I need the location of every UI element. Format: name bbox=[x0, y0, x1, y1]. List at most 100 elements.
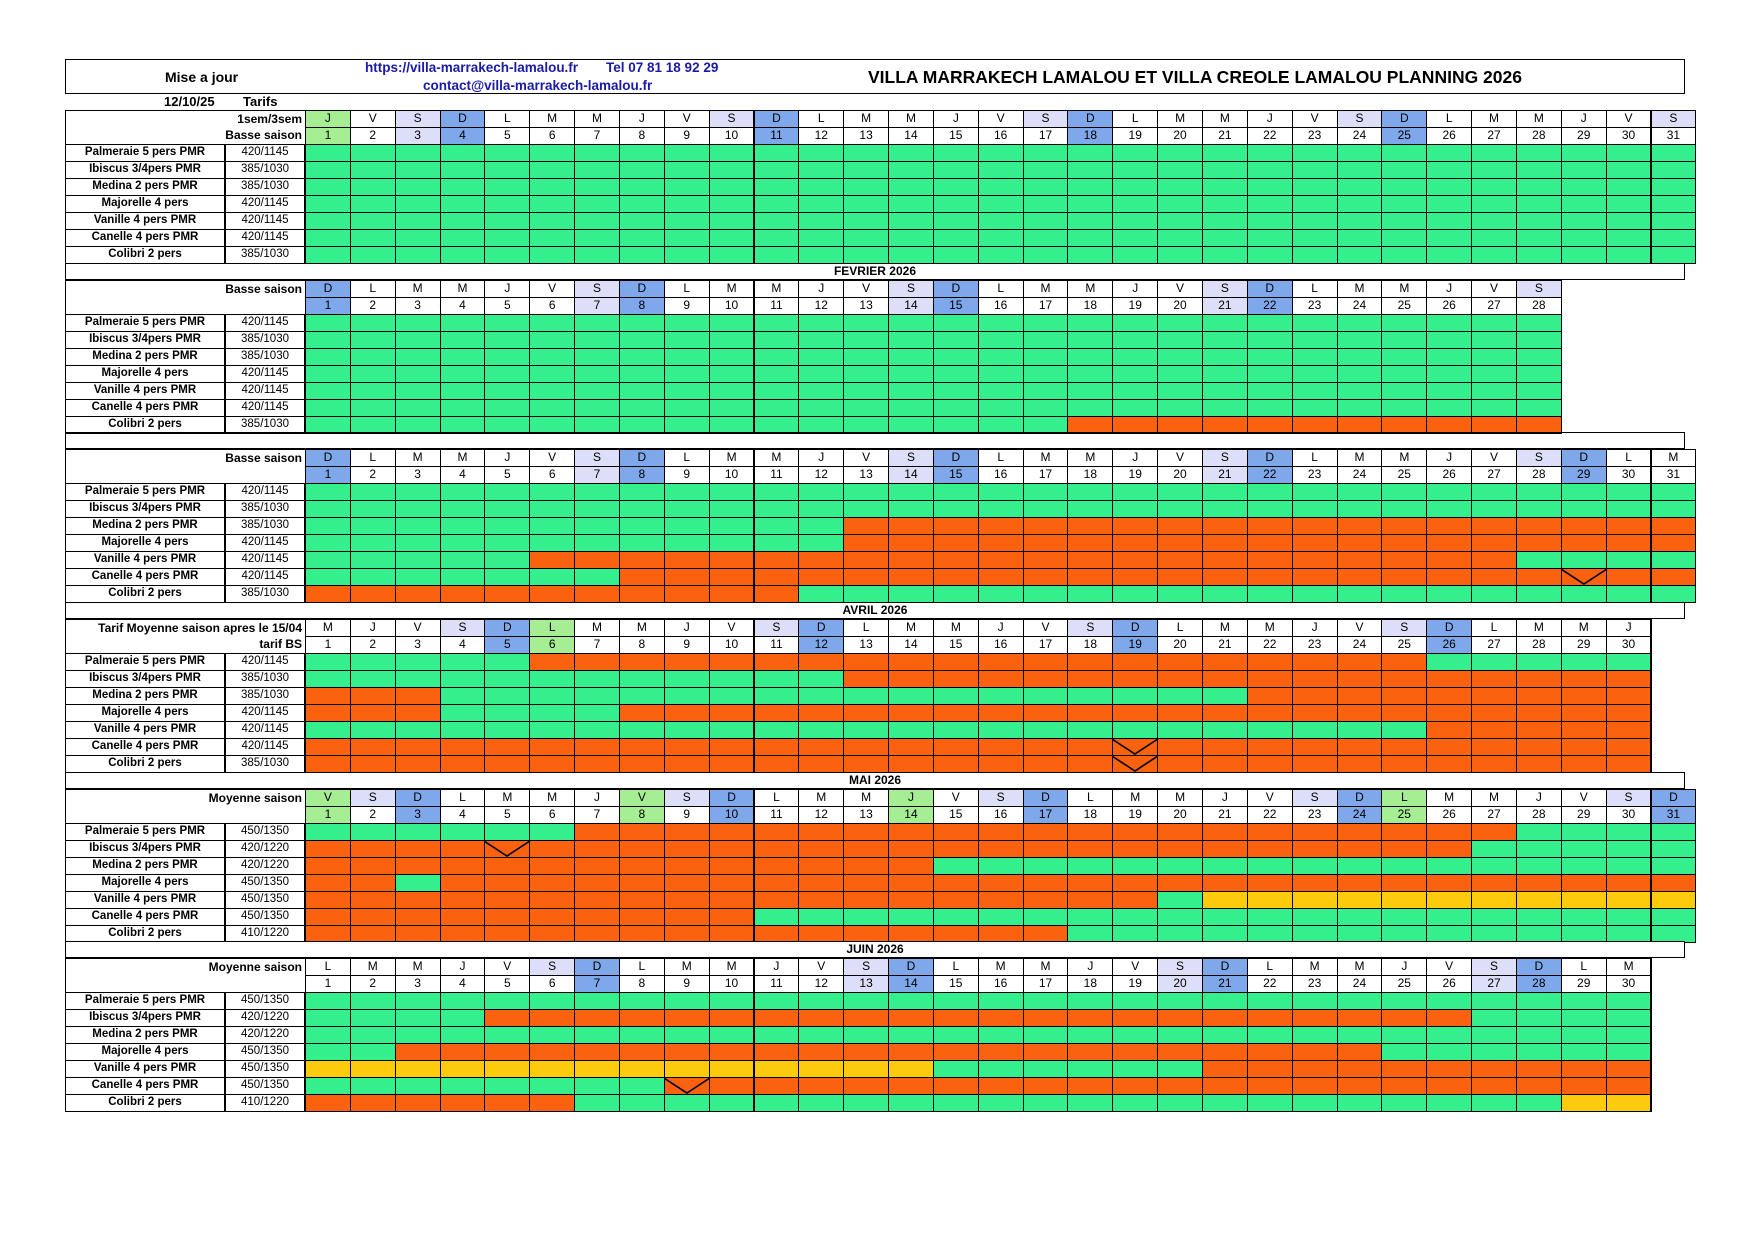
day-cell-free[interactable] bbox=[439, 1009, 486, 1027]
day-cell-booked[interactable] bbox=[529, 874, 576, 892]
day-cell-booked[interactable] bbox=[1202, 416, 1248, 434]
day-cell-free[interactable] bbox=[1515, 1043, 1562, 1061]
day-cell-free[interactable] bbox=[663, 399, 710, 417]
day-cell-free[interactable] bbox=[1112, 687, 1159, 705]
day-cell-free[interactable] bbox=[349, 670, 396, 688]
day-cell-booked[interactable] bbox=[394, 1043, 441, 1061]
day-cell-free[interactable] bbox=[843, 144, 890, 162]
day-cell-free[interactable] bbox=[1067, 348, 1114, 366]
day-cell-free[interactable] bbox=[394, 331, 441, 349]
day-cell-free[interactable] bbox=[1426, 229, 1473, 247]
day-cell-free[interactable] bbox=[888, 365, 934, 383]
day-cell-booked[interactable] bbox=[1426, 517, 1473, 535]
day-cell-free[interactable] bbox=[574, 144, 620, 162]
day-cell-free[interactable] bbox=[1650, 823, 1697, 841]
day-cell-free[interactable] bbox=[1246, 1026, 1293, 1044]
day-cell-free[interactable] bbox=[1336, 500, 1383, 518]
day-cell-booked[interactable] bbox=[753, 1009, 800, 1027]
day-cell-free[interactable] bbox=[977, 721, 1024, 739]
day-cell-free[interactable] bbox=[349, 517, 396, 535]
day-cell-free[interactable] bbox=[888, 144, 934, 162]
day-cell-free[interactable] bbox=[574, 399, 620, 417]
day-cell-booked[interactable] bbox=[1336, 517, 1383, 535]
day-cell-booked[interactable] bbox=[1650, 517, 1697, 535]
day-cell-free[interactable] bbox=[1426, 585, 1473, 603]
day-cell-booked[interactable] bbox=[663, 738, 710, 756]
day-cell-free[interactable] bbox=[932, 229, 979, 247]
day-cell-booked[interactable] bbox=[798, 551, 845, 569]
day-cell-free[interactable] bbox=[394, 517, 441, 535]
day-cell-free[interactable] bbox=[1022, 348, 1069, 366]
day-cell-free[interactable] bbox=[932, 331, 979, 349]
day-cell-free[interactable] bbox=[574, 1094, 620, 1112]
day-cell-free[interactable] bbox=[888, 314, 934, 332]
day-cell-booked[interactable] bbox=[439, 585, 486, 603]
day-cell-booked[interactable] bbox=[753, 653, 800, 671]
day-cell-free[interactable] bbox=[843, 195, 890, 213]
day-cell-free[interactable] bbox=[1650, 908, 1697, 926]
day-cell-free[interactable] bbox=[1426, 212, 1473, 230]
day-cell-free[interactable] bbox=[394, 246, 441, 264]
day-cell-free[interactable] bbox=[1246, 195, 1293, 213]
day-cell-booked[interactable] bbox=[1291, 568, 1338, 586]
day-cell-free[interactable] bbox=[618, 534, 665, 552]
day-cell-free[interactable] bbox=[394, 874, 441, 892]
day-cell-booked[interactable] bbox=[484, 1094, 531, 1112]
day-cell-free[interactable] bbox=[753, 1094, 800, 1112]
day-cell-booked[interactable] bbox=[1067, 534, 1114, 552]
day-cell-option[interactable] bbox=[1246, 891, 1293, 909]
day-cell-booked[interactable] bbox=[1381, 416, 1428, 434]
day-cell-free[interactable] bbox=[439, 992, 486, 1010]
day-cell-free[interactable] bbox=[977, 331, 1024, 349]
day-cell-free[interactable] bbox=[1471, 314, 1517, 332]
day-cell-free[interactable] bbox=[484, 483, 531, 501]
day-cell-free[interactable] bbox=[1067, 365, 1114, 383]
day-cell-free[interactable] bbox=[1650, 500, 1697, 518]
day-cell-free[interactable] bbox=[888, 195, 934, 213]
day-cell-free[interactable] bbox=[1605, 653, 1652, 671]
day-cell-booked[interactable] bbox=[1336, 1077, 1383, 1095]
day-cell-free[interactable] bbox=[439, 670, 486, 688]
day-cell-free[interactable] bbox=[529, 212, 576, 230]
day-cell-free[interactable] bbox=[977, 399, 1024, 417]
day-cell-booked[interactable] bbox=[977, 874, 1024, 892]
day-cell-free[interactable] bbox=[1515, 195, 1562, 213]
day-cell-free[interactable] bbox=[1246, 585, 1293, 603]
day-cell-booked[interactable] bbox=[888, 891, 934, 909]
day-cell-free[interactable] bbox=[843, 721, 890, 739]
day-cell-free[interactable] bbox=[529, 721, 576, 739]
day-cell-booked[interactable] bbox=[798, 891, 845, 909]
day-cell-booked[interactable] bbox=[977, 670, 1024, 688]
day-cell-option[interactable] bbox=[753, 1060, 800, 1078]
day-cell-booked[interactable] bbox=[1515, 416, 1562, 434]
day-cell-free[interactable] bbox=[798, 399, 845, 417]
day-cell-booked[interactable] bbox=[663, 568, 710, 586]
day-cell-free[interactable] bbox=[439, 687, 486, 705]
day-cell-booked[interactable] bbox=[529, 891, 576, 909]
day-cell-booked[interactable] bbox=[1246, 1077, 1293, 1095]
day-cell-booked[interactable] bbox=[1515, 687, 1562, 705]
day-cell-free[interactable] bbox=[484, 331, 531, 349]
day-cell-free[interactable] bbox=[798, 144, 845, 162]
day-cell-free[interactable] bbox=[1560, 857, 1607, 875]
day-cell-booked[interactable] bbox=[1246, 551, 1293, 569]
day-cell-free[interactable] bbox=[1471, 382, 1517, 400]
day-cell-free[interactable] bbox=[708, 331, 755, 349]
day-cell-free[interactable] bbox=[1336, 195, 1383, 213]
day-cell-free[interactable] bbox=[1515, 551, 1562, 569]
day-cell-free[interactable] bbox=[305, 1026, 351, 1044]
day-cell-free[interactable] bbox=[1560, 483, 1607, 501]
day-cell-booked[interactable] bbox=[977, 840, 1024, 858]
day-cell-booked[interactable] bbox=[1381, 653, 1428, 671]
day-cell-free[interactable] bbox=[484, 823, 531, 841]
day-cell-booked[interactable] bbox=[1157, 755, 1203, 773]
day-cell-free[interactable] bbox=[484, 517, 531, 535]
day-cell-free[interactable] bbox=[1157, 891, 1203, 909]
day-cell-free[interactable] bbox=[798, 246, 845, 264]
day-cell-booked[interactable] bbox=[1650, 874, 1697, 892]
day-cell-booked[interactable] bbox=[798, 840, 845, 858]
day-cell-free[interactable] bbox=[1515, 1026, 1562, 1044]
day-cell-free[interactable] bbox=[1336, 246, 1383, 264]
day-cell-booked[interactable] bbox=[1112, 670, 1159, 688]
day-cell-free[interactable] bbox=[977, 416, 1024, 434]
